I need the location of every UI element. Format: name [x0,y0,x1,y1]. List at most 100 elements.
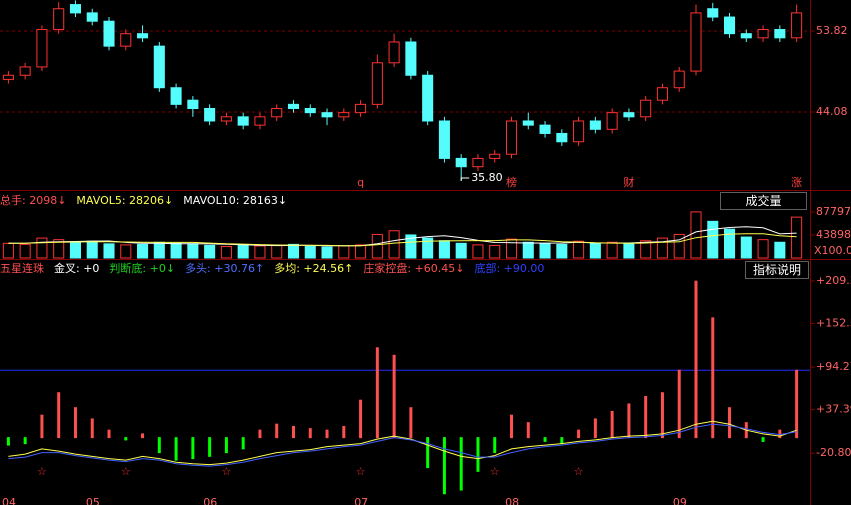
candle-body [656,87,668,101]
event-marker: 榜 [506,175,517,189]
indicator-bar [124,437,128,441]
volume-bar [539,243,551,259]
candle-body [640,99,652,118]
candle-body [505,120,518,155]
indicator-bar [191,437,195,460]
y-tick-label: +94.27 [816,360,851,373]
event-marker: 财 [623,175,634,189]
candle-body [455,157,467,168]
indicator-bar [795,369,799,439]
volume-bar [522,241,534,259]
volume-bar [170,242,182,259]
candle-body [673,70,685,89]
indicator-bar [459,437,463,491]
volume-bar [271,244,283,259]
candle-body [170,87,182,105]
header-item: 金叉: +0 [54,262,100,275]
y-tick-label: +37.39 [816,403,851,416]
volume-bar [707,220,719,259]
volume-bar [690,211,702,259]
volume-bar [405,234,417,259]
indicator-button[interactable]: 指标说明 [745,261,809,279]
indicator-bar [728,407,732,439]
indicator-bar [476,437,480,472]
indicator-bar [157,437,161,454]
volume-bar [724,228,736,259]
volume-bar [2,242,14,259]
candle-body [69,4,81,14]
candle-body [53,8,65,31]
candle-body [740,33,752,39]
volume-bar [774,241,786,259]
volume-bar [438,240,450,259]
signal-star: ☆ [574,465,584,478]
x-tick-label: 07 [354,496,368,505]
indicator-bar [342,425,346,439]
candle-body [287,103,300,110]
indicator-bar [308,428,312,439]
unit-label: X100.0 [814,244,851,257]
candle-body [103,20,115,47]
candle-body [556,132,568,143]
volume-bar [254,245,266,259]
indicator-header: 五星连珠 金叉: +0 判断底: +0↓ 多头: +30.76↑ 多均: +24.56↑… [0,261,554,277]
indicator-bar [493,437,497,454]
indicator-bar [40,414,44,439]
indicator-bar [560,437,564,445]
indicator-bar [711,317,715,439]
indicator-bar [543,437,547,442]
volume-bar [86,240,98,259]
volume-bar [757,239,769,259]
candle-body [774,29,786,39]
event-marker: 涨 [791,176,802,189]
candle-body [405,41,417,76]
line [8,423,797,467]
candle-body [707,8,719,18]
indicator-bar [409,407,413,439]
candle-body [606,112,618,130]
indicator-bar [174,437,178,461]
indicator-bar [426,437,430,469]
candle-body [254,116,266,126]
candle-body [86,12,98,22]
candle-body [489,153,501,159]
candle-body [589,120,601,130]
indicator-bar [241,437,245,450]
volume-bar [388,230,400,259]
volume-bar [153,241,165,259]
volume-button[interactable]: 成交量 [720,192,807,210]
header-item: MAVOL5: 28206↓ [76,194,174,207]
header-item: 判断底: +0↓ [109,262,176,275]
volume-bar [103,243,115,259]
indicator-bar [644,395,648,439]
volume-bar [355,244,367,259]
x-tick-label: 06 [203,496,217,505]
indicator-bar [610,410,614,439]
candle-body [791,12,803,39]
volume-bar [673,233,685,259]
volume-bar [556,243,568,259]
y-tick-label: 87797 [816,205,851,218]
volume-bar [237,244,249,259]
indicator-bar [694,280,698,439]
indicator-bar [107,429,111,439]
candle-body [237,116,249,126]
candle-body [371,62,383,105]
candle-body [438,120,450,159]
signal-star: ☆ [490,465,500,478]
signal-star: ☆ [37,465,47,478]
indicator-bar [141,433,145,439]
candle-body [338,112,350,118]
candle-body [422,74,434,122]
volume-bar [187,243,199,259]
candle-body [757,29,769,39]
candle-body [388,41,400,64]
indicator-bar [442,437,446,495]
volume-bar [36,237,48,259]
x-tick-label: 04 [2,496,16,505]
volume-bar [321,246,333,259]
volume-bar [53,239,65,259]
candle-body [304,108,316,114]
volume-bar [791,216,803,259]
